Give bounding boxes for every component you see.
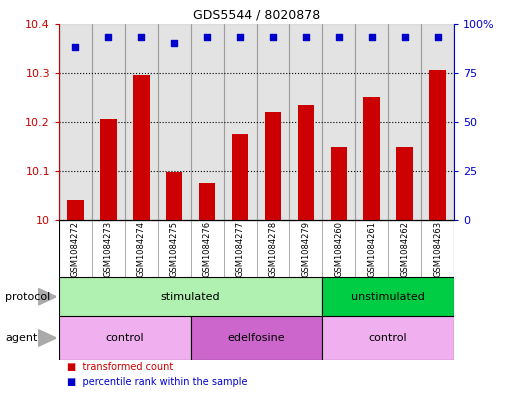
Text: agent: agent — [5, 333, 37, 343]
Bar — [67, 200, 84, 220]
Bar — [125, 24, 157, 220]
Point — [71, 44, 80, 50]
Bar — [355, 24, 388, 220]
Bar — [289, 24, 322, 220]
Point — [236, 34, 244, 40]
Point — [170, 40, 179, 46]
Bar — [59, 24, 92, 220]
Text: unstimulated: unstimulated — [351, 292, 425, 302]
Text: control: control — [369, 333, 407, 343]
Bar — [256, 24, 289, 220]
Text: GSM1084261: GSM1084261 — [367, 220, 376, 277]
Bar — [429, 70, 446, 220]
Point — [433, 34, 442, 40]
Point — [137, 34, 145, 40]
Point — [104, 34, 112, 40]
Bar — [364, 97, 380, 220]
Bar — [322, 24, 355, 220]
Title: GDS5544 / 8020878: GDS5544 / 8020878 — [193, 8, 320, 21]
Point — [203, 34, 211, 40]
Bar — [224, 24, 256, 220]
Point — [368, 34, 376, 40]
Text: GSM1084272: GSM1084272 — [71, 220, 80, 277]
Text: edelfosine: edelfosine — [228, 333, 285, 343]
Text: ■  percentile rank within the sample: ■ percentile rank within the sample — [67, 377, 247, 387]
Text: GSM1084277: GSM1084277 — [235, 220, 245, 277]
Text: GSM1084273: GSM1084273 — [104, 220, 113, 277]
Bar — [191, 316, 322, 360]
Bar — [59, 277, 322, 316]
Bar — [100, 119, 116, 220]
Point — [302, 34, 310, 40]
Bar — [322, 277, 454, 316]
Text: stimulated: stimulated — [161, 292, 221, 302]
Polygon shape — [38, 288, 56, 305]
Text: GSM1084275: GSM1084275 — [170, 220, 179, 277]
Polygon shape — [38, 330, 56, 346]
Text: GSM1084276: GSM1084276 — [203, 220, 212, 277]
Bar — [298, 105, 314, 220]
Bar — [265, 112, 281, 220]
Text: ■  transformed count: ■ transformed count — [67, 362, 173, 373]
Bar — [166, 172, 183, 220]
Text: GSM1084274: GSM1084274 — [137, 220, 146, 277]
Bar — [397, 147, 413, 220]
Point — [334, 34, 343, 40]
Bar — [421, 24, 454, 220]
Bar — [199, 183, 215, 220]
Text: protocol: protocol — [5, 292, 50, 302]
Bar — [133, 75, 149, 220]
Bar — [232, 134, 248, 220]
Bar — [191, 24, 224, 220]
Bar — [92, 24, 125, 220]
Point — [401, 34, 409, 40]
Text: GSM1084260: GSM1084260 — [334, 220, 343, 277]
Text: control: control — [106, 333, 144, 343]
Bar — [388, 24, 421, 220]
Bar — [59, 316, 191, 360]
Bar — [322, 316, 454, 360]
Text: GSM1084263: GSM1084263 — [433, 220, 442, 277]
Bar — [157, 24, 191, 220]
Text: GSM1084278: GSM1084278 — [268, 220, 278, 277]
Text: GSM1084262: GSM1084262 — [400, 220, 409, 277]
Point — [269, 34, 277, 40]
Text: GSM1084279: GSM1084279 — [301, 220, 310, 277]
Bar — [330, 147, 347, 220]
